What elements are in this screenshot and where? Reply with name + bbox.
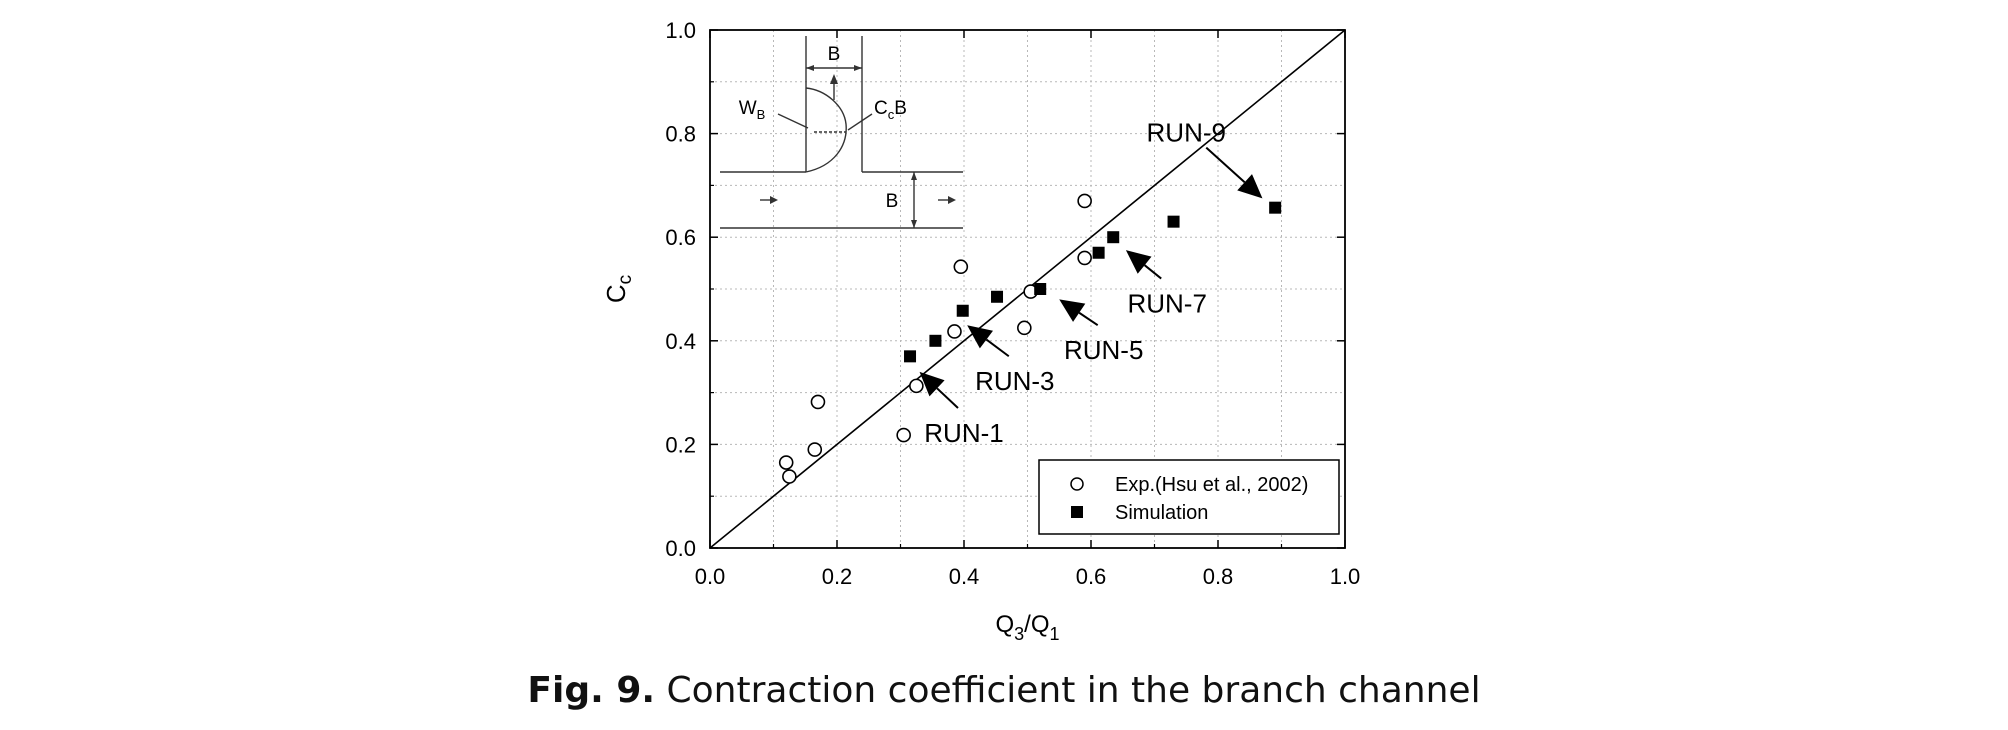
- dimension-arrowhead: [806, 65, 814, 71]
- annotation-label: RUN-5: [1064, 335, 1143, 365]
- x-tick-label: 0.0: [695, 564, 726, 589]
- branch-flow-arrowhead: [830, 74, 838, 84]
- caption-number: Fig. 9.: [527, 670, 656, 711]
- annotation-arrow-line: [1205, 146, 1246, 184]
- data-marks: [778, 193, 1282, 484]
- inset-label-wb: WB: [739, 98, 766, 122]
- annotation-arrow-line: [1078, 311, 1099, 326]
- simulation-point: [956, 304, 969, 317]
- plot-frame: [709, 29, 1346, 549]
- y-tick-label: 0.8: [665, 122, 696, 147]
- dimension-arrowhead: [854, 65, 862, 71]
- simulation-point: [904, 350, 917, 363]
- x-tick-label: 0.8: [1203, 564, 1234, 589]
- ccb-leader-line: [847, 113, 873, 131]
- simulation-point: [1034, 283, 1047, 295]
- annotation-arrow-line: [1143, 264, 1162, 280]
- figure-caption: Fig. 9. Contraction coefficient in the b…: [0, 670, 2008, 711]
- annotation-arrow-line: [936, 387, 959, 409]
- contraction-streamline: [805, 87, 847, 173]
- annotation-arrow-head: [1059, 299, 1086, 322]
- exp-point: [810, 394, 826, 410]
- exp-point: [947, 324, 962, 339]
- annotation-arrow-line: [985, 338, 1010, 358]
- simulation-point: [1107, 231, 1120, 244]
- annotations: RUN-1 RUN-3 RUN-5 RUN-7 RUN-9: [919, 118, 1263, 448]
- x-axis-label: Q3/Q1: [995, 611, 1059, 644]
- simulation-point: [1167, 215, 1180, 228]
- inset-label-main-width: B: [886, 191, 899, 212]
- exp-point: [1077, 193, 1092, 209]
- x-tick-label: 0.4: [949, 564, 980, 589]
- simulation-point: [1269, 201, 1282, 214]
- legend-label: Simulation: [1115, 502, 1208, 524]
- simulation-point: [929, 334, 942, 347]
- legend-marker-simulation: [1071, 506, 1083, 518]
- inset-label-branch-width: B: [828, 44, 841, 65]
- x-tick-label: 0.2: [822, 564, 853, 589]
- dimension-arrowhead: [911, 220, 917, 228]
- exp-point: [909, 378, 924, 394]
- legend-marker-exp: [1070, 477, 1084, 491]
- annotation-arrow-head: [1125, 250, 1152, 274]
- main-flow-arrowhead-right: [948, 196, 956, 204]
- annotation-label: RUN-7: [1127, 289, 1206, 319]
- legend-box: [1038, 459, 1340, 535]
- simulation-point: [1092, 246, 1105, 259]
- exp-point: [1077, 250, 1092, 266]
- annotation-label: RUN-3: [975, 366, 1054, 396]
- x-tick-label: 0.6: [1076, 564, 1107, 589]
- branch-channel-diagram: B B WB CcB: [720, 36, 963, 229]
- exp-point: [782, 469, 797, 484]
- y-tick-label: 0.4: [665, 329, 696, 354]
- exp-point: [807, 442, 823, 457]
- annotation-arrow-head: [1237, 174, 1263, 199]
- y-axis-label: Cc: [601, 275, 636, 303]
- y-tick-label: 1.0: [665, 18, 696, 43]
- legend: Exp.(Hsu et al., 2002) Simulation: [1038, 459, 1340, 535]
- wb-leader-line: [777, 113, 809, 129]
- y-tick-label: 0.6: [665, 225, 696, 250]
- dimension-arrowhead: [911, 172, 917, 180]
- annotation-label: RUN-9: [1147, 118, 1226, 148]
- exp-point: [778, 455, 794, 470]
- exp-point: [896, 427, 911, 443]
- annotation-label: RUN-1: [924, 418, 1003, 448]
- exp-point: [1017, 320, 1032, 336]
- simulation-point: [991, 290, 1004, 303]
- y-tick-label: 0.0: [665, 536, 696, 561]
- exp-point: [953, 259, 969, 275]
- annotation-arrow-head: [919, 371, 945, 397]
- caption-text: Contraction coefficient in the branch ch…: [666, 670, 1481, 711]
- inset-label-ccb: CcB: [874, 98, 907, 122]
- legend-label: Exp.(Hsu et al., 2002): [1115, 474, 1308, 496]
- y-tick-label: 0.2: [665, 432, 696, 457]
- main-flow-arrowhead-left: [770, 196, 778, 204]
- x-tick-label: 1.0: [1330, 564, 1361, 589]
- annotation-arrow-head: [967, 325, 993, 349]
